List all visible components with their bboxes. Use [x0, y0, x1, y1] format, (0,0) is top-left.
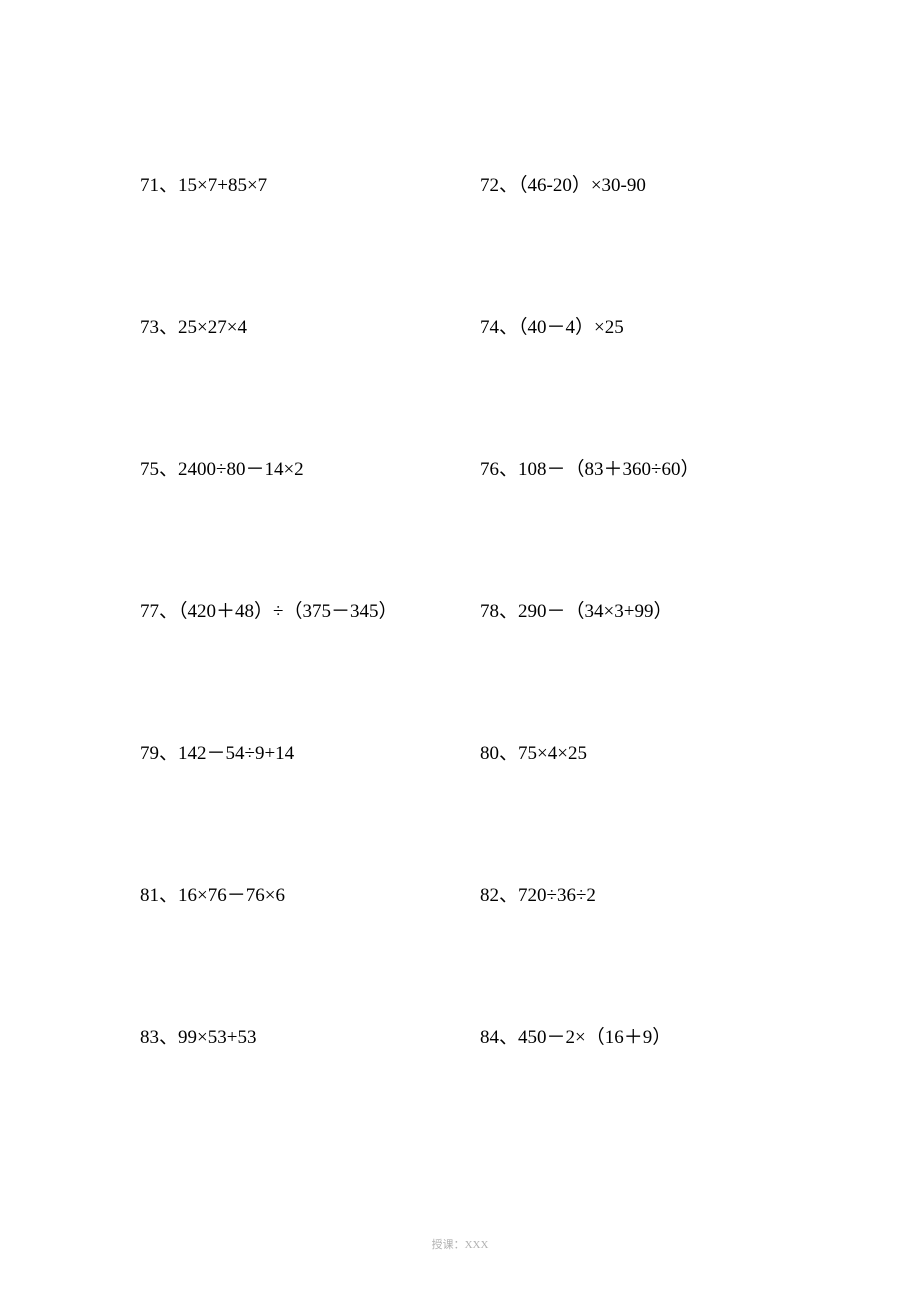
problem-row: 75、2400÷80－14×2 76、108－（83＋360÷60） [140, 454, 780, 481]
problem-expression: （40－4）×25 [518, 317, 624, 338]
problem-76: 76、108－（83＋360÷60） [480, 454, 780, 481]
problem-number: 84、 [480, 1027, 518, 1048]
problem-number: 80、 [480, 743, 518, 764]
problem-expression: 2400÷80－14×2 [178, 459, 304, 480]
problem-number: 74、 [480, 317, 518, 338]
problem-83: 83、99×53+53 [140, 1022, 480, 1049]
problem-expression: 142－54÷9+14 [178, 743, 294, 764]
problem-75: 75、2400÷80－14×2 [140, 454, 480, 481]
problem-number: 77、 [140, 601, 178, 622]
problem-expression: 75×4×25 [518, 743, 587, 764]
problem-number: 78、 [480, 601, 518, 622]
problem-number: 73、 [140, 317, 178, 338]
problem-81: 81、16×76－76×6 [140, 880, 480, 907]
problem-number: 79、 [140, 743, 178, 764]
problem-73: 73、25×27×4 [140, 312, 480, 339]
problem-80: 80、75×4×25 [480, 738, 780, 765]
problem-row: 71、15×7+85×7 72、（46-20）×30-90 [140, 170, 780, 197]
problem-84: 84、450－2×（16＋9） [480, 1022, 780, 1049]
problem-number: 72、 [480, 175, 518, 196]
problem-number: 75、 [140, 459, 178, 480]
problem-82: 82、720÷36÷2 [480, 880, 780, 907]
problem-expression: 16×76－76×6 [178, 885, 285, 906]
problem-number: 76、 [480, 459, 518, 480]
problem-expression: 290－（34×3+99） [518, 601, 672, 622]
problem-78: 78、290－（34×3+99） [480, 596, 780, 623]
problem-row: 79、142－54÷9+14 80、75×4×25 [140, 738, 780, 765]
page-footer: 授课：XXX [0, 1236, 920, 1252]
problem-74: 74、（40－4）×25 [480, 312, 780, 339]
problem-row: 83、99×53+53 84、450－2×（16＋9） [140, 1022, 780, 1049]
problem-79: 79、142－54÷9+14 [140, 738, 480, 765]
problem-number: 71、 [140, 175, 178, 196]
problem-expression: 25×27×4 [178, 317, 247, 338]
problem-row: 81、16×76－76×6 82、720÷36÷2 [140, 880, 780, 907]
problem-71: 71、15×7+85×7 [140, 170, 480, 197]
problem-number: 83、 [140, 1027, 178, 1048]
problem-expression: （420＋48）÷（375－345） [178, 601, 397, 622]
problem-row: 77、（420＋48）÷（375－345） 78、290－（34×3+99） [140, 596, 780, 623]
problem-expression: 99×53+53 [178, 1027, 256, 1048]
problem-77: 77、（420＋48）÷（375－345） [140, 596, 480, 623]
problem-row: 73、25×27×4 74、（40－4）×25 [140, 312, 780, 339]
worksheet-page: 71、15×7+85×7 72、（46-20）×30-90 73、25×27×4… [0, 0, 920, 1302]
problem-expression: 15×7+85×7 [178, 175, 267, 196]
problem-number: 81、 [140, 885, 178, 906]
problem-expression: 108－（83＋360÷60） [518, 459, 699, 480]
problem-expression: 450－2×（16＋9） [518, 1027, 671, 1048]
footer-text: 授课：XXX [432, 1239, 489, 1251]
problem-72: 72、（46-20）×30-90 [480, 170, 780, 197]
problem-expression: 720÷36÷2 [518, 885, 596, 906]
problem-number: 82、 [480, 885, 518, 906]
problem-expression: （46-20）×30-90 [518, 175, 646, 196]
